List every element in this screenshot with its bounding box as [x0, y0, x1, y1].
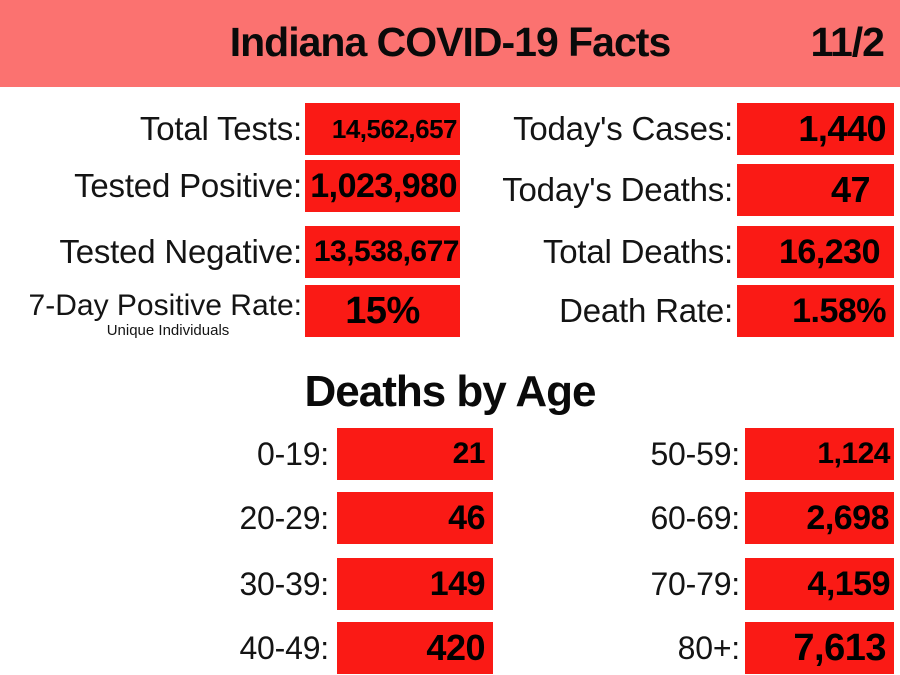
- stat-value-total-deaths: 16,230: [779, 232, 881, 271]
- header-bar: Indiana COVID-19 Facts 11/2: [0, 0, 900, 87]
- age-label-50-59: 50-59:: [650, 436, 740, 472]
- age-value-box-70-79: 4,159: [745, 558, 894, 610]
- stat-value-box-todays-deaths: 47: [737, 164, 894, 216]
- section-title-deaths-by-age: Deaths by Age: [304, 367, 596, 416]
- stat-label-positive-rate-text: 7-Day Positive Rate:: [28, 289, 302, 322]
- age-value-70-79: 4,159: [807, 564, 890, 603]
- age-value-0-19: 21: [452, 437, 486, 470]
- age-value-box-60-69: 2,698: [745, 492, 894, 544]
- stat-label-total-tests: Total Tests:: [139, 110, 302, 147]
- age-value-20-29: 46: [448, 498, 485, 537]
- age-value-box-40-49: 420: [337, 622, 493, 674]
- age-label-20-29: 20-29:: [239, 500, 329, 536]
- age-value-box-20-29: 46: [337, 492, 493, 544]
- stat-value-tested-positive: 1,023,980: [310, 166, 457, 205]
- age-value-box-0-19: 21: [337, 428, 493, 480]
- age-value-box-50-59: 1,124: [745, 428, 894, 480]
- stat-label-tested-positive: Tested Positive:: [74, 167, 302, 204]
- stat-label-death-rate: Death Rate:: [559, 292, 733, 329]
- stat-label-todays-cases: Today's Cases:: [513, 110, 733, 147]
- stat-value-todays-cases: 1,440: [798, 108, 886, 149]
- stat-value-box-tested-positive: 1,023,980: [305, 160, 460, 212]
- stat-value-box-total-deaths: 16,230: [737, 226, 894, 278]
- stat-value-positive-rate: 15%: [345, 289, 420, 332]
- age-label-80-plus: 80+:: [677, 630, 741, 666]
- stat-label-tested-negative: Tested Negative:: [59, 233, 302, 270]
- age-label-70-79: 70-79:: [650, 566, 740, 602]
- stat-value-todays-deaths: 47: [830, 169, 871, 210]
- stat-value-death-rate: 1.58%: [792, 291, 886, 330]
- age-value-60-69: 2,698: [806, 498, 889, 537]
- page-title: Indiana COVID-19 Facts: [229, 19, 672, 65]
- age-value-box-80-plus: 7,613: [745, 622, 894, 674]
- stat-value-tested-negative: 13,538,677: [313, 235, 460, 268]
- stat-value-total-tests: 14,562,657: [331, 113, 458, 144]
- stat-label-todays-deaths: Today's Deaths:: [502, 171, 733, 208]
- stat-label-positive-rate: 7-Day Positive Rate: Unique Individuals: [0, 289, 302, 339]
- date-label: 11/2: [810, 19, 885, 65]
- stat-value-box-total-tests: 14,562,657: [305, 103, 460, 155]
- age-label-60-69: 60-69:: [650, 500, 740, 536]
- age-value-40-49: 420: [426, 627, 485, 668]
- age-label-40-49: 40-49:: [239, 630, 329, 666]
- stat-value-box-death-rate: 1.58%: [737, 285, 894, 337]
- stat-value-box-positive-rate: 15%: [305, 285, 460, 337]
- stat-value-box-tested-negative: 13,538,677: [305, 226, 460, 278]
- age-value-box-30-39: 149: [337, 558, 493, 610]
- stat-value-box-todays-cases: 1,440: [737, 103, 894, 155]
- age-label-30-39: 30-39:: [239, 566, 329, 602]
- age-value-80-plus: 7,613: [793, 626, 886, 669]
- age-label-0-19: 0-19:: [257, 436, 329, 472]
- stat-sublabel-unique-individuals: Unique Individuals: [106, 322, 230, 339]
- age-value-50-59: 1,124: [817, 437, 890, 470]
- age-value-30-39: 149: [429, 564, 486, 603]
- stat-label-total-deaths: Total Deaths:: [542, 233, 733, 270]
